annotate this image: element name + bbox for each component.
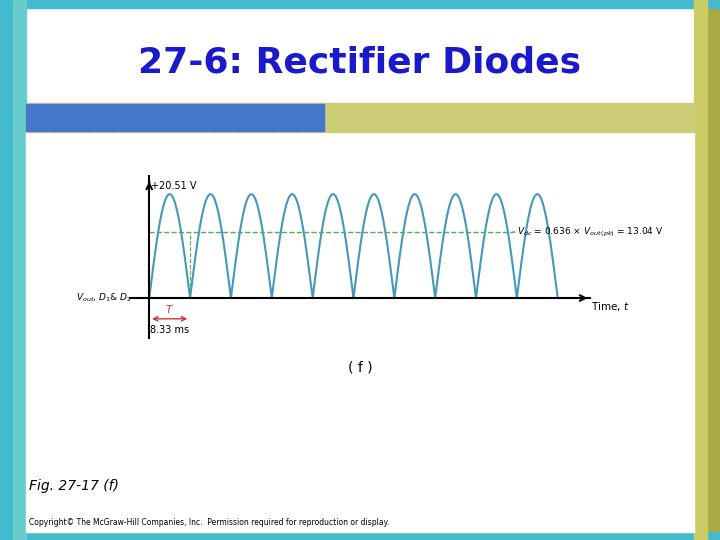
Bar	[0, 0, 720, 8]
Bar	[233, 104, 255, 131]
Text: Copyright© The McGraw-Hill Companies, Inc.  Permission required for reproduction: Copyright© The McGraw-Hill Companies, In…	[29, 518, 390, 527]
Bar	[118, 104, 140, 131]
Bar	[141, 104, 163, 131]
Bar	[26, 103, 694, 132]
Bar	[49, 104, 71, 131]
Bar	[210, 104, 232, 131]
Bar	[95, 104, 117, 131]
Text: $V_{out}$, $D_1$& $D_2$: $V_{out}$, $D_1$& $D_2$	[76, 292, 132, 304]
Text: Time, $t$: Time, $t$	[591, 300, 630, 313]
Bar	[0, 0, 13, 540]
Bar	[187, 104, 209, 131]
Bar	[279, 104, 301, 131]
Text: $V_{dc}$ = 0.636 $\times$ $V_{out\,(pk)}$ = 13.04 V: $V_{dc}$ = 0.636 $\times$ $V_{out\,(pk)}…	[517, 226, 663, 239]
Bar	[72, 104, 94, 131]
Text: Fig. 27-17 (f): Fig. 27-17 (f)	[29, 479, 119, 493]
Text: ( f ): ( f )	[348, 360, 372, 374]
Bar	[26, 132, 694, 532]
Bar	[256, 104, 278, 131]
Bar	[13, 0, 26, 540]
Bar	[302, 104, 324, 131]
Bar	[164, 104, 186, 131]
Bar	[707, 0, 720, 540]
Bar	[0, 532, 720, 540]
Text: +20.51 V: +20.51 V	[150, 181, 196, 191]
Bar	[26, 104, 48, 131]
Text: $T$: $T$	[165, 302, 174, 315]
Text: 27-6: Rectifier Diodes: 27-6: Rectifier Diodes	[138, 45, 582, 79]
Text: 8.33 ms: 8.33 ms	[150, 325, 189, 335]
Bar	[694, 0, 707, 540]
